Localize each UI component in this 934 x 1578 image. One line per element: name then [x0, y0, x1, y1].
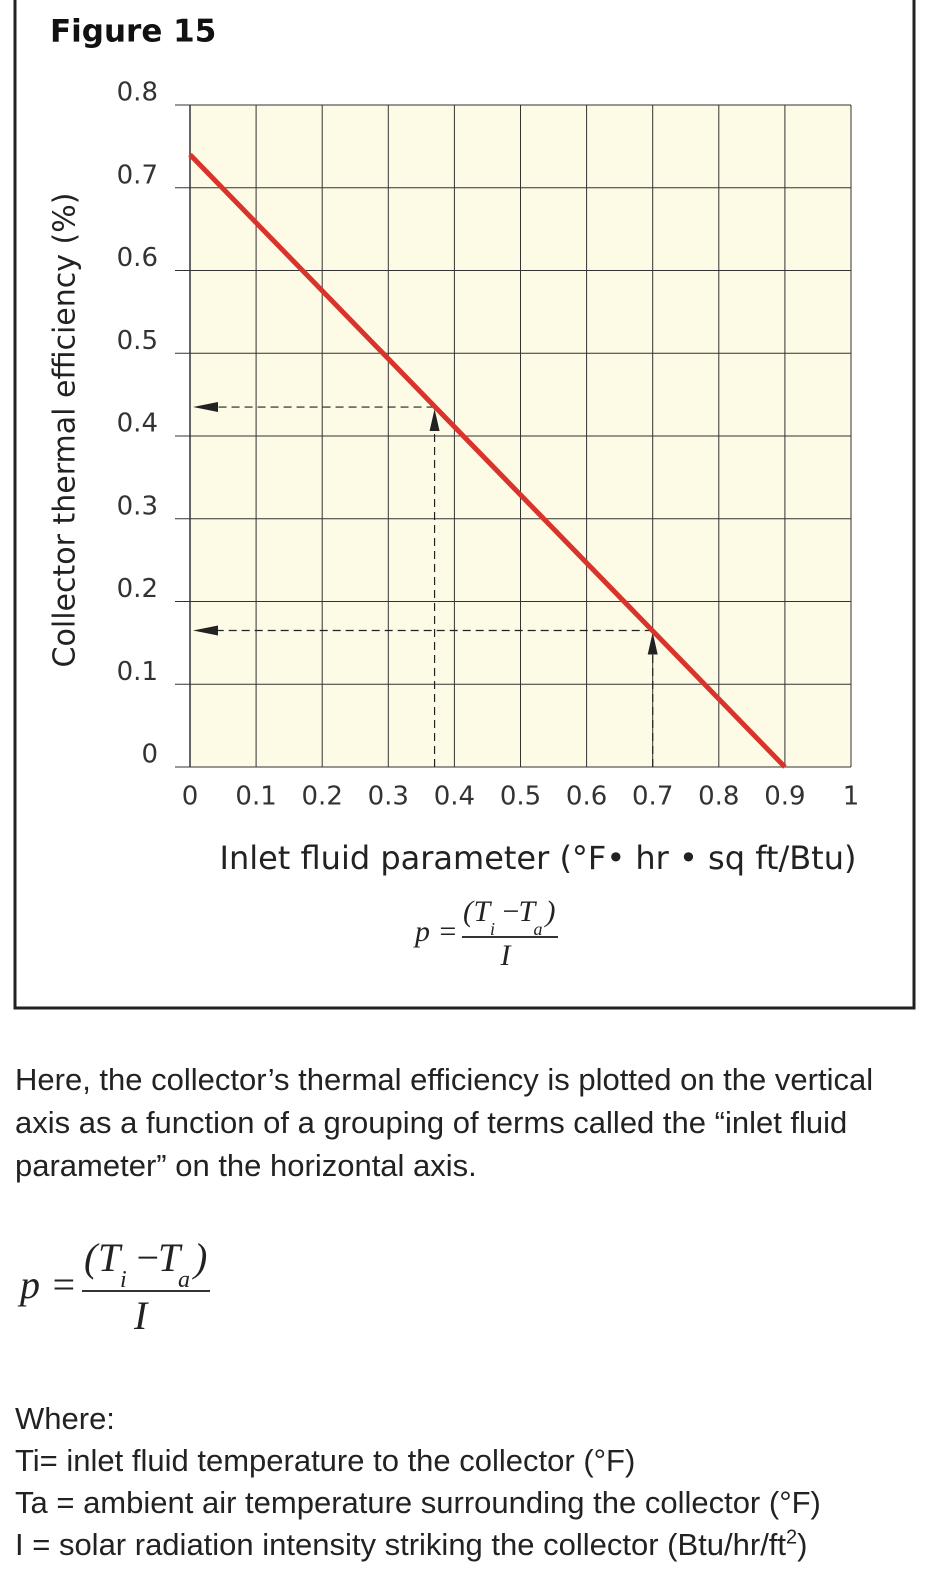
where-text: I = solar radiation intensity striking t… [15, 1527, 787, 1562]
x-tick-label: 1 [843, 782, 860, 812]
guide-arrow-up [647, 632, 658, 655]
x-tick-label: 0.1 [235, 782, 276, 812]
formula-t2: T [158, 1235, 181, 1280]
formula-s1: i [120, 1267, 127, 1293]
guide-arrow-left [193, 402, 218, 413]
formula-close: ) [545, 895, 556, 928]
formula-den: I [500, 938, 511, 972]
y-axis-label: Collector thermal efficiency (%) [48, 193, 83, 668]
y-tick-label: 0.3 [117, 491, 158, 521]
plot: 0 0.1 0.2 0.3 0.4 0.5 0.6 0.7 0.8 0.9 1 0 0.1 0.2 0.3 0… [117, 78, 860, 812]
x-tick-label: 0.3 [368, 782, 409, 812]
x-tick-label: 0.9 [764, 782, 805, 812]
paragraph: Here, the collector’s thermal efficiency… [15, 1062, 874, 1183]
y-tick-label: 0 [141, 740, 158, 770]
formula-open: ( [463, 895, 473, 928]
formula-open: ( [84, 1235, 98, 1280]
figure: Figure 15 Collector thermal efficiency (… [13, 0, 916, 1010]
data-line [188, 152, 787, 769]
formula-p: p = [20, 1262, 77, 1308]
formula-s1: i [490, 918, 496, 939]
formula-t1: T [98, 1235, 121, 1280]
formula-minus: − [134, 1235, 161, 1280]
formula-s2: a [178, 1267, 190, 1293]
x-tick-label: 0.8 [698, 782, 739, 812]
y-tick-label: 0.1 [117, 657, 158, 687]
where-line: Ta = ambient air temperature surrounding… [15, 1485, 821, 1520]
x-axis-label: Inlet fluid parameter (°F• hr • sq ft/Bt… [220, 839, 857, 877]
figure-frame [13, 0, 916, 1010]
where-text: ) [797, 1527, 808, 1562]
fraction-bar [82, 1290, 210, 1292]
y-tick-label: 0.5 [117, 326, 158, 356]
figure-label: Figure 15 [50, 14, 216, 50]
where-line: Ti= inlet fluid temperature to the colle… [15, 1443, 636, 1478]
y-tick-label: 0.6 [117, 243, 158, 273]
x-tick-label: 0.7 [632, 782, 673, 812]
y-tick-label: 0.4 [117, 409, 158, 439]
x-tick-label: 0.2 [302, 782, 343, 812]
where-line: I = solar radiation intensity striking t… [15, 1524, 821, 1566]
formula-close: ) [194, 1235, 208, 1280]
formula-den: I [134, 1293, 148, 1338]
x-tick-label: 0 [182, 782, 199, 812]
y-tick-label: 0.7 [117, 160, 158, 190]
x-tick-label: 0.6 [566, 782, 607, 812]
x-tick-label: 0.5 [500, 782, 541, 812]
superscript: 2 [786, 1526, 798, 1549]
formula-p: p = [415, 915, 458, 949]
formula-t2: T [518, 895, 536, 928]
y-tick-label: 0.8 [117, 78, 158, 108]
where-heading: Where: [15, 1401, 115, 1436]
formula-s2: a [533, 918, 543, 939]
fraction-bar [461, 936, 558, 938]
y-tick-label: 0.2 [117, 574, 158, 604]
guide-arrow-up [429, 409, 440, 432]
formula-minus: − [500, 895, 521, 928]
where-block: Where: Ti= inlet fluid temperature to th… [15, 1398, 821, 1566]
formula-t1: T [473, 895, 491, 928]
x-tick-label: 0.4 [434, 782, 475, 812]
guide-arrow-left [193, 625, 218, 636]
